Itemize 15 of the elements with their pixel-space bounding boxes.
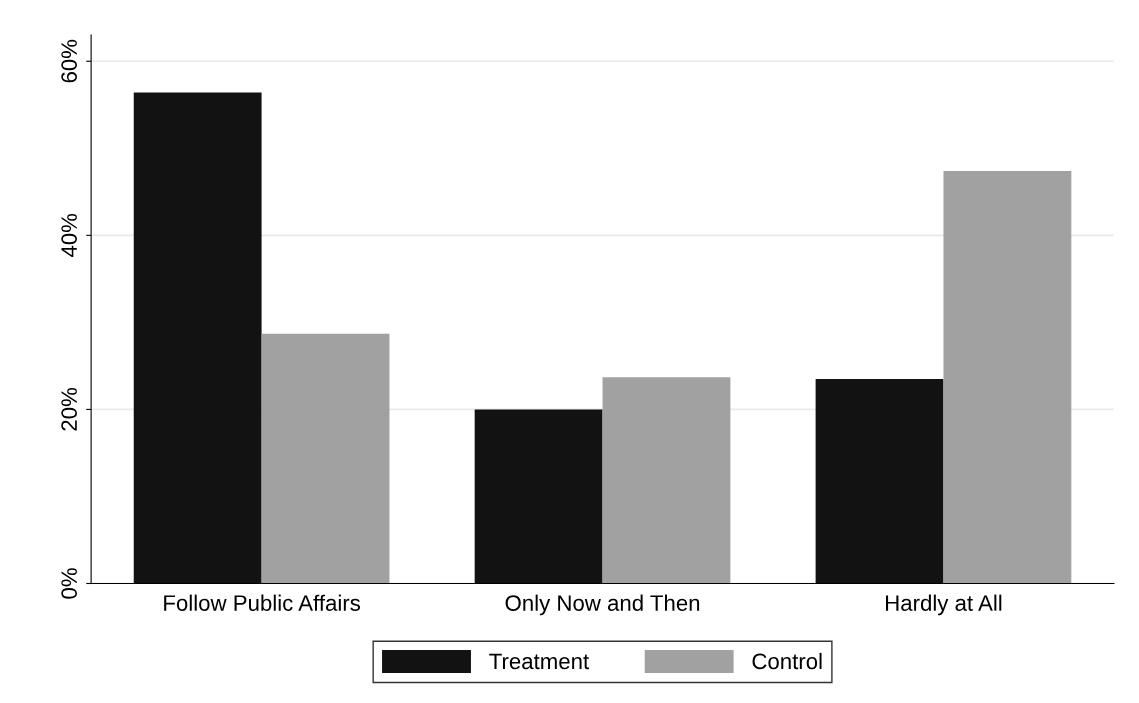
y-tick-label: 20% — [61, 387, 78, 431]
legend-label: Control — [752, 652, 822, 670]
y-tick-label: 0% — [61, 568, 78, 599]
bar — [474, 409, 603, 584]
bar — [261, 333, 390, 584]
x-tick-label: Hardly at All — [886, 594, 1002, 616]
x-tick-label: Only Now and Then — [505, 594, 700, 616]
bar — [602, 377, 731, 584]
legend-label: Treatment — [489, 653, 589, 670]
bar — [133, 92, 262, 584]
y-tick-label: 40% — [61, 213, 78, 258]
y-tick-label: 60% — [61, 39, 78, 83]
bar — [815, 378, 944, 584]
bar — [943, 170, 1072, 584]
x-tick-label: Follow Public Affairs — [164, 594, 361, 611]
